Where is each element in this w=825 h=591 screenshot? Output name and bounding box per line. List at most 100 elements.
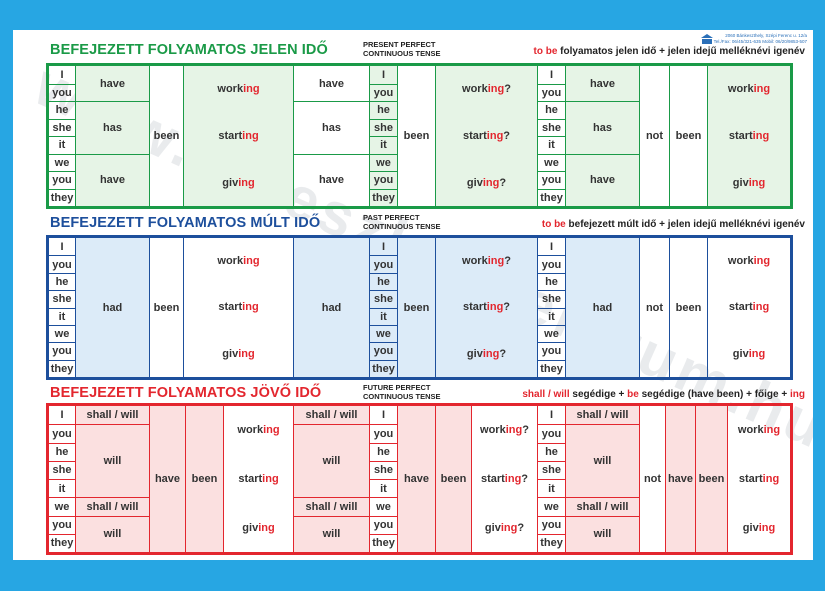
ing-suffix: ing: [487, 255, 505, 268]
aux-verb: have: [75, 66, 149, 101]
verb-ing-form: giv ing?: [435, 330, 537, 377]
ing-suffix: ing: [748, 347, 766, 360]
pronoun: you: [49, 255, 75, 272]
section-subtitle: PRESENT PERFECT CONTINUOUS TENSE: [363, 40, 441, 58]
verb-ing-form: giv ing: [183, 330, 293, 377]
question-mark: ?: [499, 176, 507, 189]
aux-verb: shall / will: [75, 406, 149, 425]
pronoun: it: [369, 136, 397, 154]
ing-suffix: ing: [238, 347, 255, 360]
ing-suffix: ing: [262, 472, 279, 485]
pronoun: I: [537, 66, 565, 84]
question-mark: ?: [522, 424, 529, 437]
verb-stem: giv: [732, 176, 749, 189]
aux-verb-question: have: [293, 66, 369, 101]
verb-ing-form: work ing: [183, 238, 293, 285]
pronoun: he: [49, 442, 75, 461]
pronoun: you: [537, 515, 565, 534]
aux-verb-question: has: [293, 101, 369, 154]
pronoun: he: [369, 442, 397, 461]
verb-stem: start: [238, 472, 263, 485]
verb-ing-form: start ing: [707, 112, 790, 160]
question-mark: ?: [504, 83, 511, 96]
section-subtitle: PAST PERFECT CONTINUOUS TENSE: [363, 213, 441, 231]
ing-suffix: ing: [752, 129, 770, 142]
ing-suffix: ing: [487, 83, 505, 96]
pronoun: it: [49, 307, 75, 325]
verb-ing-form: work ing?: [471, 406, 537, 455]
verb-stem: work: [462, 255, 488, 268]
pronoun: I: [369, 406, 397, 425]
pronoun: he: [537, 272, 565, 291]
section-subtitle: FUTURE PERFECT CONTINUOUS TENSE: [363, 383, 441, 401]
verb-ing-form: start ing?: [471, 454, 537, 504]
ing-suffix: ing: [482, 347, 500, 360]
been-word: been: [397, 66, 435, 206]
ing-suffix: ing: [243, 255, 260, 268]
pronoun: I: [60, 68, 64, 81]
aux-verb-negative: had: [565, 238, 639, 377]
aux-verb-question: will: [293, 515, 369, 552]
verb-ing-form: start ing: [183, 112, 293, 160]
pronoun: you: [369, 515, 397, 534]
ing-suffix: ing: [753, 83, 771, 96]
pronoun: you: [49, 83, 75, 102]
pronoun: you: [49, 342, 75, 359]
pronoun: you: [537, 171, 565, 189]
pronoun: it: [537, 307, 565, 325]
ing-suffix: ing: [763, 424, 781, 437]
pronoun: they: [369, 359, 397, 377]
verb-stem: work: [727, 255, 754, 268]
pronoun: we: [537, 324, 565, 343]
been-word: been: [149, 238, 183, 377]
been-word: been: [397, 238, 435, 377]
not-word: not: [639, 66, 669, 206]
pronoun: she: [369, 290, 397, 308]
question-mark: ?: [499, 347, 507, 360]
pronoun: he: [537, 442, 565, 461]
subtitle-line: FUTURE PERFECT: [363, 383, 431, 392]
formula: shall / will segédige + be segédige (hav…: [522, 389, 805, 400]
verb-stem: work: [237, 424, 264, 437]
formula-part: befejezett múlt idő + jelen idejű mellék…: [565, 219, 805, 230]
verb-stem: work: [737, 424, 764, 437]
ing-suffix: ing: [482, 176, 500, 189]
pronoun: you: [537, 342, 565, 360]
verb-ing-form: giv ing: [707, 330, 790, 377]
pronoun: they: [49, 188, 75, 207]
verb-stem: giv: [466, 347, 483, 360]
have-word: have: [397, 406, 435, 552]
publisher-logo-icon: [701, 34, 713, 44]
formula: to be folyamatos jelen idő + jelen idejű…: [534, 46, 805, 57]
verb-stem: giv: [222, 347, 239, 360]
subtitle-line: CONTINUOUS TENSE: [363, 221, 441, 231]
pronoun: it: [49, 136, 75, 154]
pronoun: you: [49, 171, 75, 189]
publisher-line: 2060 Bánkeszthely, Szépi Ferenc u. 12/a: [725, 33, 807, 38]
aux-verb-question: had: [293, 238, 369, 377]
question-mark: ?: [521, 472, 529, 485]
verb-stem: work: [480, 424, 506, 437]
publisher-info: 2060 Bánkeszthely, Szépi Ferenc u. 12/a …: [697, 33, 807, 44]
aux-verb-negative: shall / will: [565, 497, 639, 516]
pronoun: she: [369, 118, 397, 136]
aux-verb: will: [75, 424, 149, 498]
pronoun: she: [49, 460, 75, 479]
aux-verb: had: [75, 238, 149, 377]
verb-stem: giv: [466, 176, 483, 189]
pronoun: I: [537, 406, 565, 425]
verb-stem: work: [217, 255, 244, 268]
pronoun: you: [49, 424, 75, 442]
subtitle-line: PAST PERFECT: [363, 213, 420, 222]
pronoun: I: [369, 238, 397, 256]
ing-suffix: ing: [748, 176, 766, 189]
verb-ing-form: giv ing: [727, 503, 790, 552]
been-word: been: [185, 406, 223, 552]
subtitle-line: CONTINUOUS TENSE: [363, 48, 441, 58]
verb-ing-form: work ing: [707, 238, 790, 285]
pronoun: she: [49, 118, 75, 137]
